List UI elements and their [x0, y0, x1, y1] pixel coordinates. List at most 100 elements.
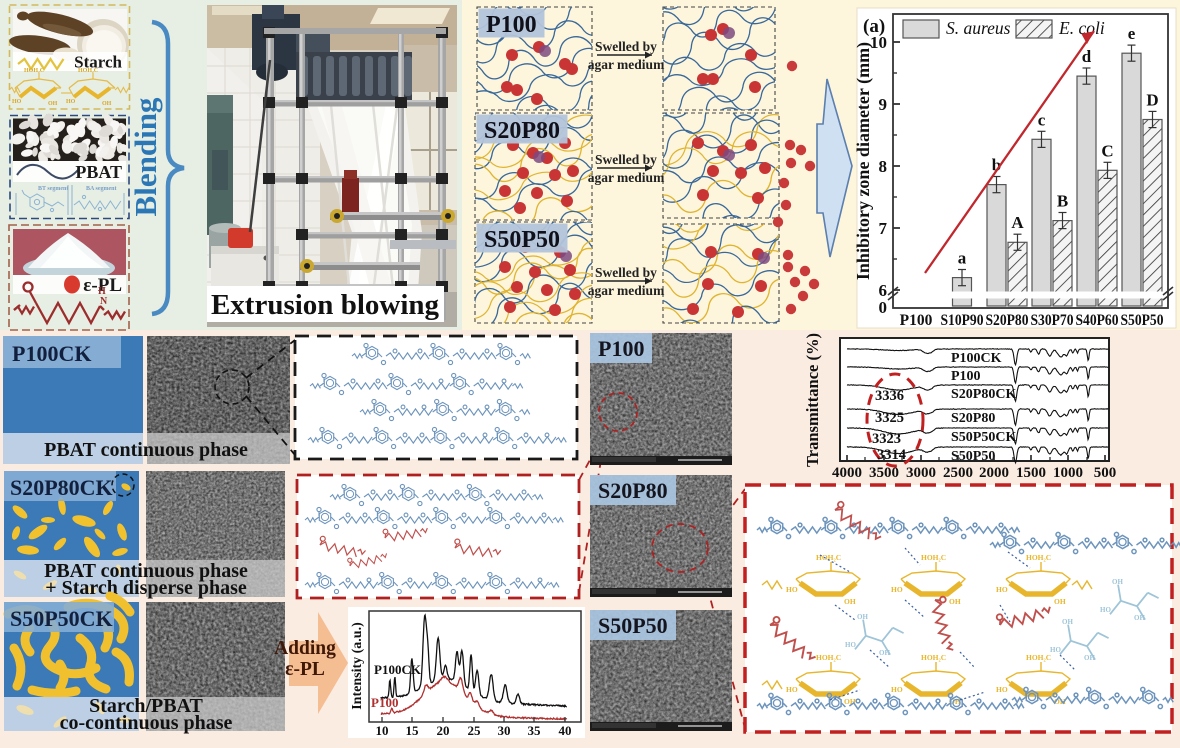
svg-text:S50P50: S50P50	[951, 449, 995, 464]
svg-text:P100CK: P100CK	[374, 662, 422, 677]
svg-text:N: N	[100, 296, 108, 307]
svg-text:OH: OH	[1112, 578, 1123, 586]
svg-text:OH: OH	[1084, 654, 1095, 662]
svg-text:agar medium: agar medium	[588, 57, 665, 72]
svg-text:S40P60: S40P60	[1076, 312, 1119, 329]
svg-text:Inhibitory zone diameter (mm): Inhibitory zone diameter (mm)	[853, 42, 874, 280]
svg-text:S50P50: S50P50	[484, 227, 560, 253]
svg-text:P100: P100	[486, 12, 537, 38]
svg-text:S. aureus: S. aureus	[946, 18, 1011, 38]
svg-text:P100: P100	[900, 312, 933, 329]
svg-text:HOH₂C: HOH₂C	[921, 553, 946, 562]
svg-text:S20P80CK: S20P80CK	[951, 387, 1016, 402]
svg-text:OH: OH	[1134, 614, 1145, 622]
svg-text:500: 500	[1094, 465, 1117, 481]
svg-text:3314: 3314	[877, 447, 906, 463]
svg-text:0: 0	[879, 298, 888, 317]
svg-text:30: 30	[498, 723, 511, 738]
svg-text:OH: OH	[48, 101, 58, 107]
svg-text:HO: HO	[786, 585, 798, 594]
svg-text:HOH₂C: HOH₂C	[921, 653, 946, 662]
svg-text:4000: 4000	[832, 465, 862, 481]
svg-text:3325: 3325	[875, 410, 904, 426]
svg-text:Starch: Starch	[74, 53, 122, 72]
svg-text:40: 40	[559, 723, 572, 738]
svg-text:OH: OH	[949, 597, 961, 606]
svg-text:20: 20	[437, 723, 450, 738]
svg-text:3323: 3323	[872, 431, 901, 447]
svg-text:D: D	[1146, 90, 1158, 109]
svg-text:co-continuous phase: co-continuous phase	[60, 712, 233, 734]
svg-text:P100: P100	[371, 695, 398, 710]
svg-text:OH: OH	[1054, 597, 1066, 606]
svg-text:S50P50: S50P50	[598, 613, 668, 638]
svg-text:1500: 1500	[1016, 465, 1046, 481]
svg-text:Transmittance (%): Transmittance (%)	[803, 333, 822, 467]
svg-text:HO: HO	[845, 641, 856, 649]
svg-text:S20P80: S20P80	[598, 478, 668, 503]
svg-text:25: 25	[468, 723, 482, 738]
svg-text:S50P50CK: S50P50CK	[951, 430, 1016, 445]
svg-text:7: 7	[879, 219, 888, 238]
svg-text:HO: HO	[1100, 606, 1111, 614]
svg-text:c: c	[1038, 110, 1046, 129]
svg-text:S20P80: S20P80	[951, 411, 995, 426]
svg-text:Extrusion blowing: Extrusion blowing	[211, 289, 440, 321]
svg-text:P100: P100	[951, 369, 981, 384]
svg-text:OH: OH	[102, 101, 112, 107]
svg-text:HO: HO	[66, 99, 76, 105]
svg-text:a: a	[958, 249, 967, 268]
svg-text:e: e	[1128, 24, 1136, 43]
svg-text:B: B	[1057, 192, 1068, 211]
svg-text:HOH₂C: HOH₂C	[1026, 553, 1051, 562]
svg-text:1000: 1000	[1053, 465, 1083, 481]
svg-text:HOH₂C: HOH₂C	[816, 553, 841, 562]
svg-text:OH: OH	[844, 597, 856, 606]
svg-text:15: 15	[406, 723, 420, 738]
svg-text:6: 6	[879, 281, 888, 300]
svg-text:Adding: Adding	[274, 638, 336, 659]
svg-text:HO: HO	[786, 685, 798, 694]
svg-text:HO: HO	[12, 99, 22, 105]
svg-text:S20P80: S20P80	[986, 312, 1029, 329]
svg-text:ε-PL: ε-PL	[83, 275, 122, 296]
svg-text:HO: HO	[891, 585, 903, 594]
svg-text:Swelled by: Swelled by	[595, 152, 657, 167]
svg-text:P100: P100	[598, 336, 644, 361]
svg-text:Blending: Blending	[128, 97, 163, 216]
svg-text:BT segment: BT segment	[38, 186, 68, 192]
svg-text:2500: 2500	[943, 465, 973, 481]
svg-text:Swelled by: Swelled by	[595, 39, 657, 54]
svg-text:S50P50CK: S50P50CK	[10, 606, 113, 631]
svg-text:PBAT continuous phase: PBAT continuous phase	[44, 439, 248, 461]
svg-text:HOH₂C: HOH₂C	[816, 653, 841, 662]
svg-text:2000: 2000	[979, 465, 1009, 481]
svg-text:3000: 3000	[906, 465, 936, 481]
svg-text:3336: 3336	[875, 388, 904, 404]
svg-text:OH: OH	[949, 697, 961, 706]
svg-text:S20P80CK: S20P80CK	[10, 475, 113, 500]
svg-text:S30P70: S30P70	[1031, 312, 1074, 329]
svg-text:10: 10	[376, 723, 389, 738]
svg-text:b: b	[992, 156, 1001, 175]
svg-text:OH: OH	[857, 613, 868, 621]
svg-text:Starch/PBAT: Starch/PBAT	[89, 695, 203, 717]
svg-text:+ Starch disperse phase: + Starch disperse phase	[45, 577, 247, 599]
svg-text:OH: OH	[844, 697, 856, 706]
svg-text:HO: HO	[996, 585, 1008, 594]
svg-text:35: 35	[528, 723, 542, 738]
svg-text:P100CK: P100CK	[951, 351, 1002, 366]
svg-text:(a): (a)	[863, 16, 885, 37]
svg-text:Swelled by: Swelled by	[595, 265, 657, 280]
svg-text:9: 9	[879, 95, 888, 114]
svg-text:10: 10	[870, 33, 887, 52]
svg-text:8: 8	[879, 157, 888, 176]
svg-text:agar medium: agar medium	[588, 170, 665, 185]
svg-text:OH: OH	[1054, 697, 1066, 706]
svg-text:C: C	[1101, 141, 1113, 160]
svg-text:d: d	[1082, 47, 1092, 66]
svg-text:OH: OH	[1062, 618, 1073, 626]
svg-text:E. coli: E. coli	[1058, 18, 1105, 38]
svg-text:A: A	[1011, 213, 1024, 232]
svg-text:HOH₂C: HOH₂C	[24, 68, 44, 74]
